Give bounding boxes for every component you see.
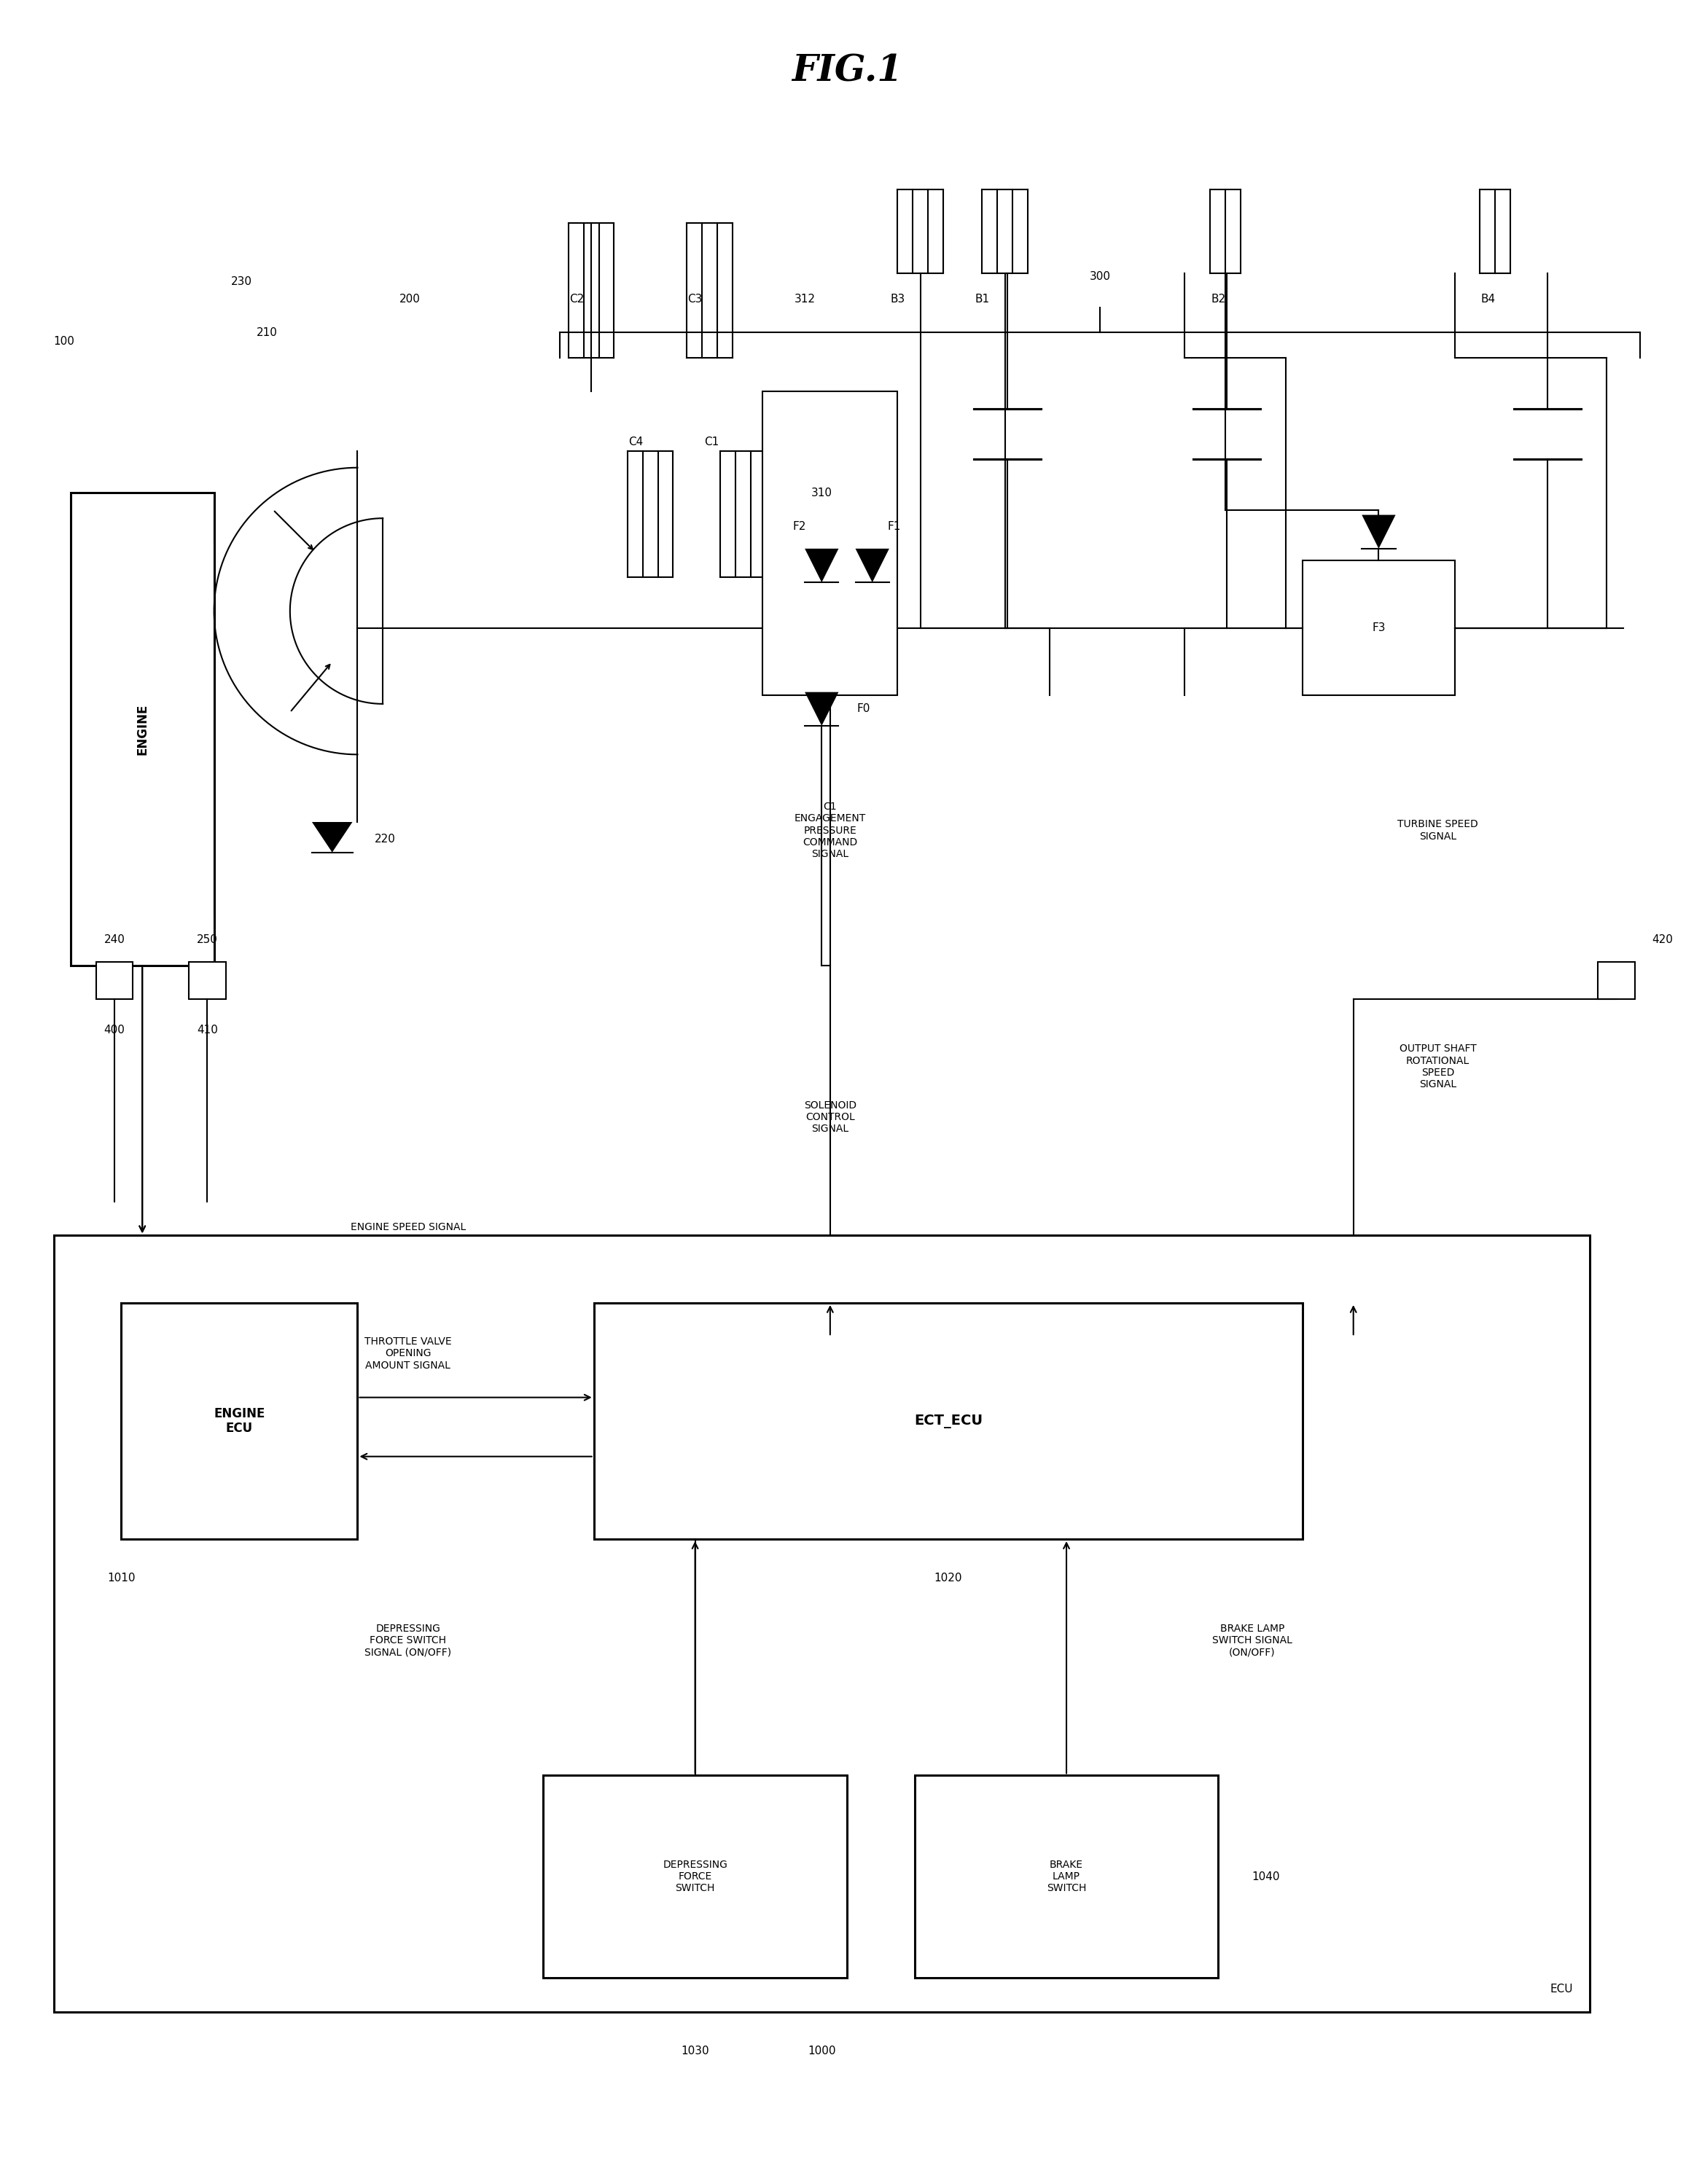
Text: 250: 250	[197, 935, 219, 946]
Bar	[1597, 963, 1635, 1000]
Bar	[188, 963, 225, 1000]
Text: BRAKE
LAMP
SWITCH: BRAKE LAMP SWITCH	[1047, 1861, 1086, 1894]
Text: 312: 312	[794, 293, 815, 304]
Text: F1: F1	[888, 522, 901, 533]
Text: 1020: 1020	[935, 1572, 962, 1583]
Bar	[762, 391, 898, 695]
Polygon shape	[312, 821, 352, 852]
Text: B4: B4	[1481, 293, 1496, 304]
Bar	[544, 1776, 847, 1979]
Text: FIG.1: FIG.1	[791, 52, 903, 90]
Text: B1: B1	[974, 293, 989, 304]
Text: 1030: 1030	[681, 2046, 710, 2057]
Bar	[915, 1776, 1218, 1979]
Text: 240: 240	[103, 935, 125, 946]
Text: B2: B2	[1211, 293, 1226, 304]
Text: ENGINE
ECU: ENGINE ECU	[213, 1406, 264, 1435]
Text: SOLENOID
CONTROL
SIGNAL: SOLENOID CONTROL SIGNAL	[805, 1101, 857, 1133]
Text: DEPRESSING
FORCE SWITCH
SIGNAL (ON/OFF): DEPRESSING FORCE SWITCH SIGNAL (ON/OFF)	[364, 1623, 452, 1658]
Text: 1040: 1040	[1252, 1872, 1281, 1883]
Text: B3: B3	[891, 293, 905, 304]
Bar	[595, 1304, 1303, 1540]
Bar	[122, 1304, 357, 1540]
Text: 310: 310	[811, 487, 832, 498]
Text: 1000: 1000	[808, 2046, 835, 2057]
Polygon shape	[855, 548, 889, 583]
Text: DEPRESSING
FORCE
SWITCH: DEPRESSING FORCE SWITCH	[662, 1861, 727, 1894]
Text: THROTTLE VALVE
OPENING
AMOUNT SIGNAL: THROTTLE VALVE OPENING AMOUNT SIGNAL	[364, 1337, 452, 1372]
Text: C1: C1	[705, 437, 720, 448]
Text: C4: C4	[628, 437, 644, 448]
Bar	[97, 963, 134, 1000]
Text: TURBINE SPEED
SIGNAL: TURBINE SPEED SIGNAL	[1398, 819, 1479, 841]
Text: F2: F2	[793, 522, 806, 533]
Text: C1
ENGAGEMENT
PRESSURE
COMMAND
SIGNAL: C1 ENGAGEMENT PRESSURE COMMAND SIGNAL	[794, 802, 866, 858]
Text: 300: 300	[1089, 271, 1111, 282]
Polygon shape	[805, 548, 839, 583]
Text: C3: C3	[688, 293, 703, 304]
Bar	[71, 494, 213, 965]
Text: 230: 230	[230, 277, 252, 288]
Text: F3: F3	[1372, 622, 1386, 633]
Text: ECT_ECU: ECT_ECU	[915, 1413, 983, 1428]
Text: C2: C2	[569, 293, 584, 304]
Text: 420: 420	[1652, 935, 1674, 946]
Text: 410: 410	[197, 1024, 219, 1035]
Text: 200: 200	[400, 293, 420, 304]
Polygon shape	[1362, 515, 1396, 548]
Text: 100: 100	[54, 336, 75, 347]
Polygon shape	[805, 692, 839, 725]
Text: OUTPUT SHAFT
ROTATIONAL
SPEED
SIGNAL: OUTPUT SHAFT ROTATIONAL SPEED SIGNAL	[1399, 1044, 1475, 1090]
Text: 220: 220	[374, 834, 395, 845]
Text: 1010: 1010	[107, 1572, 136, 1583]
Text: BRAKE LAMP
SWITCH SIGNAL
(ON/OFF): BRAKE LAMP SWITCH SIGNAL (ON/OFF)	[1213, 1623, 1293, 1658]
Text: F0: F0	[857, 703, 871, 714]
Bar	[1303, 561, 1455, 695]
Text: ECU: ECU	[1550, 1983, 1572, 1994]
Bar	[54, 1236, 1589, 2011]
Text: 400: 400	[103, 1024, 125, 1035]
Text: 210: 210	[256, 328, 278, 339]
Text: ENGINE SPEED SIGNAL: ENGINE SPEED SIGNAL	[351, 1221, 466, 1232]
Text: ENGINE: ENGINE	[136, 703, 149, 756]
